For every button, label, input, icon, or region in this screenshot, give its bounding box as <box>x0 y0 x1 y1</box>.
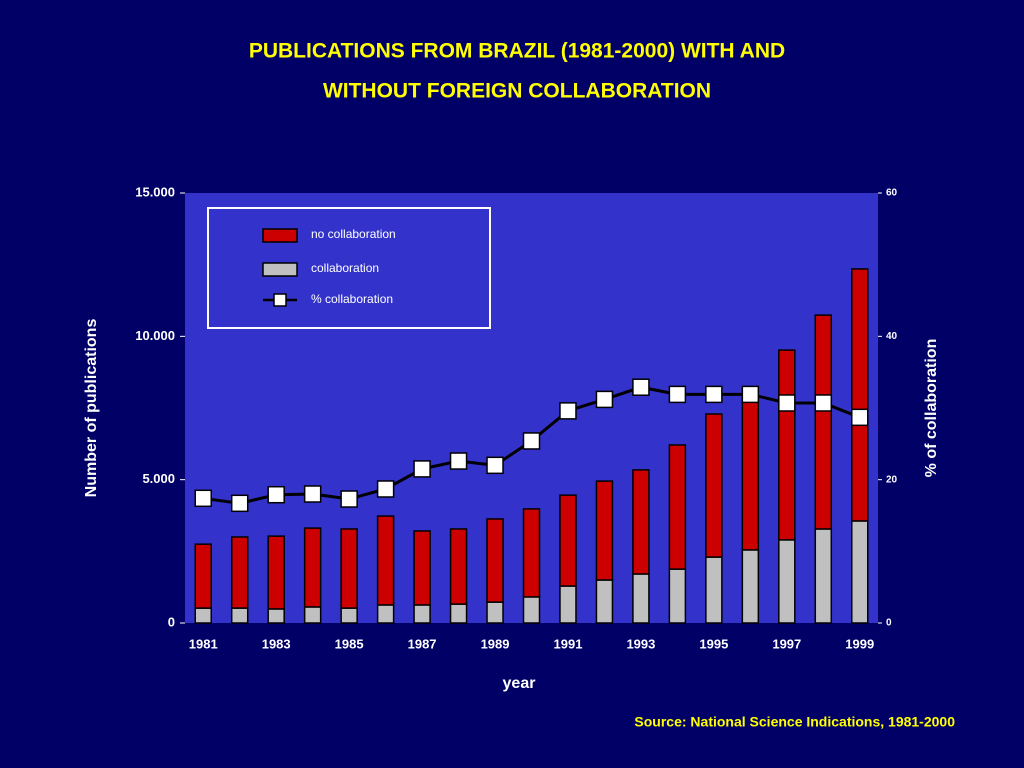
marker <box>230 494 249 513</box>
bar <box>486 518 504 603</box>
marker <box>559 402 577 420</box>
y2-tick-label: 0 <box>886 618 892 629</box>
bar <box>230 607 249 624</box>
legend-label: % collaboration <box>311 292 393 306</box>
x-tick-label: 1983 <box>262 636 291 651</box>
x-tick-label: 1985 <box>335 636 364 651</box>
bar <box>267 535 285 610</box>
marker <box>705 385 723 404</box>
y-axis-label: Number of publications <box>83 319 100 498</box>
bar <box>230 536 249 609</box>
source-note: Source: National Science Indications, 19… <box>634 714 955 730</box>
marker <box>194 489 212 508</box>
bar <box>303 606 322 624</box>
bar <box>413 530 431 606</box>
bar <box>778 349 796 541</box>
bar <box>705 413 723 558</box>
legend-box <box>207 207 491 329</box>
bar <box>194 607 212 624</box>
marker <box>778 394 796 412</box>
bar <box>449 528 468 605</box>
bar <box>741 549 760 624</box>
marker <box>668 385 687 404</box>
bar <box>376 604 395 624</box>
marker <box>340 490 358 508</box>
marker <box>267 485 285 504</box>
x-tick-label: 1989 <box>481 636 510 651</box>
bar <box>741 399 760 551</box>
bar <box>267 608 285 624</box>
bar <box>632 573 650 624</box>
marker <box>851 408 869 427</box>
bar <box>668 568 687 624</box>
bar <box>194 543 212 609</box>
x-tick-label: 1995 <box>699 636 728 651</box>
bar <box>595 480 614 581</box>
x-tick-label: 1999 <box>845 636 874 651</box>
y-tick-label: 15.000 <box>135 184 175 199</box>
bar <box>303 527 322 608</box>
bar <box>376 515 395 606</box>
y-tick-label: 10.000 <box>135 328 175 343</box>
marker <box>595 390 614 409</box>
bar <box>595 579 614 624</box>
x-tick-label: 1981 <box>189 636 218 651</box>
bar <box>851 520 869 624</box>
bar <box>413 604 431 624</box>
marker <box>486 456 504 475</box>
chart-title: PUBLICATIONS FROM BRAZIL (1981-2000) WIT… <box>249 40 785 63</box>
bar <box>449 603 468 624</box>
marker <box>814 394 833 412</box>
marker <box>413 460 431 478</box>
x-axis-label: year <box>503 675 536 692</box>
legend-swatch <box>262 262 298 277</box>
bar <box>340 528 358 609</box>
marker <box>522 432 541 450</box>
bar <box>559 494 577 587</box>
legend-marker <box>273 293 287 307</box>
y2-tick-label: 40 <box>886 331 898 342</box>
x-tick-label: 1993 <box>626 636 655 651</box>
bar <box>522 596 541 624</box>
legend-label: collaboration <box>311 261 379 275</box>
bar <box>632 469 650 575</box>
x-tick-label: 1987 <box>408 636 437 651</box>
y-tick-label: 0 <box>168 614 175 629</box>
bar <box>814 314 833 530</box>
x-tick-label: 1991 <box>554 636 583 651</box>
y2-tick-label: 20 <box>886 474 898 485</box>
chart-subtitle: WITHOUT FOREIGN COLLABORATION <box>323 80 711 103</box>
bar <box>522 508 541 598</box>
marker <box>376 480 395 498</box>
y-tick-label: 5.000 <box>142 471 175 486</box>
marker <box>303 485 322 503</box>
bar <box>778 539 796 624</box>
y2-axis-label: % of collaboration <box>923 339 940 478</box>
marker <box>741 385 760 404</box>
legend-swatch <box>262 228 298 243</box>
bar <box>668 444 687 570</box>
bar <box>486 601 504 624</box>
y2-tick-label: 60 <box>886 188 898 199</box>
legend-label: no collaboration <box>311 227 396 241</box>
bar <box>559 585 577 624</box>
bar <box>851 268 869 522</box>
x-tick-label: 1997 <box>772 636 801 651</box>
bar <box>340 607 358 624</box>
bar <box>705 556 723 624</box>
marker <box>632 378 650 396</box>
marker <box>449 452 468 470</box>
bar <box>814 528 833 624</box>
